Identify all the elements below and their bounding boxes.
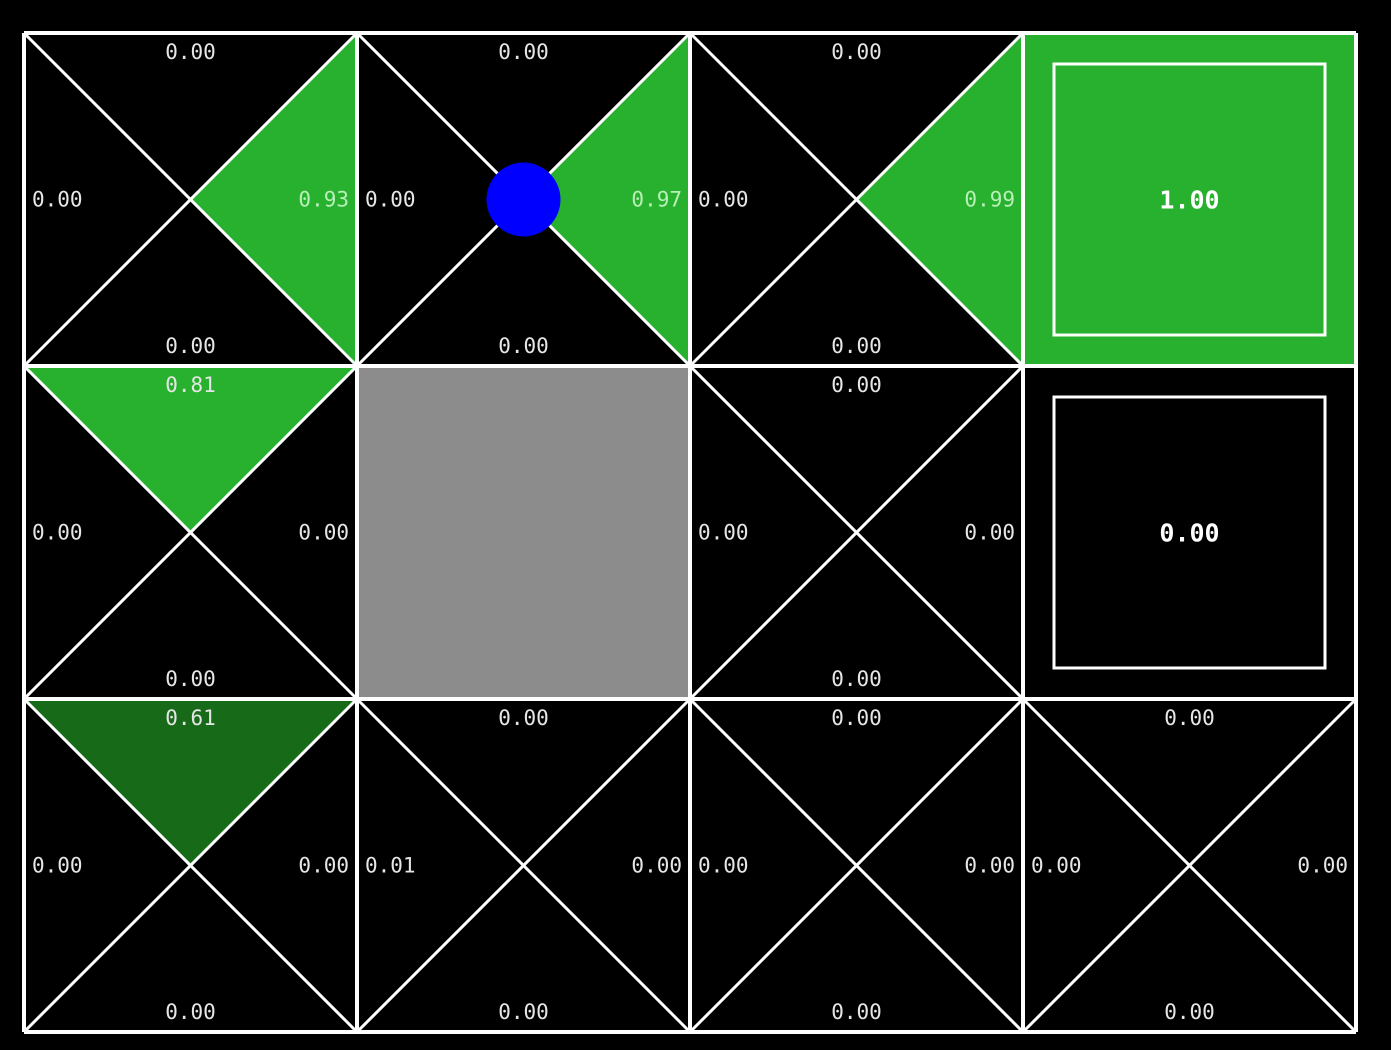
q-value-south: 0.00	[1164, 1000, 1215, 1024]
grid-cell-r2-c3: 0.00 0.00 0.00 0.00	[1021, 697, 1358, 1034]
q-value-west: 0.00	[1031, 854, 1082, 878]
terminal-background	[1023, 366, 1356, 699]
q-value-north: 0.00	[165, 40, 216, 64]
grid-cell-r1-c1	[357, 366, 690, 699]
q-value-north: 0.00	[1164, 706, 1215, 730]
terminal-inner-frame	[1052, 62, 1327, 337]
grid-cell-r2-c1: 0.00 0.00 0.00 0.01	[355, 697, 692, 1034]
terminal-value: 0.00	[1159, 519, 1219, 548]
q-value-south: 0.00	[498, 1000, 549, 1024]
q-value-north: 0.00	[498, 706, 549, 730]
cells-layer: 0.00 0.93 0.00 0.00 0.00 0.97 0.00 0.00 0.00 0.99…	[22, 31, 1358, 1034]
agent-layer	[486, 162, 561, 237]
q-value-south: 0.00	[831, 334, 882, 358]
q-value-south: 0.00	[498, 334, 549, 358]
cell-diagonal	[22, 31, 359, 368]
q-value-east: 0.00	[1297, 854, 1348, 878]
cell-diagonal	[688, 697, 1025, 1034]
q-value-west: 0.00	[365, 188, 416, 212]
q-value-east: 0.00	[298, 854, 349, 878]
grid-cell-r2-c0: 0.61 0.00 0.00 0.00	[22, 697, 359, 1034]
q-value-west: 0.00	[32, 188, 83, 212]
q-value-east: 0.97	[631, 188, 682, 212]
grid-cell-r0-c0: 0.00 0.93 0.00 0.00	[22, 31, 359, 368]
cell-diagonal	[1021, 697, 1358, 1034]
q-value-east: 0.00	[631, 854, 682, 878]
q-value-west: 0.01	[365, 854, 416, 878]
cell-diagonal	[355, 697, 692, 1034]
q-value-west: 0.00	[698, 521, 749, 545]
q-value-north: 0.81	[165, 373, 216, 397]
q-value-south: 0.00	[165, 334, 216, 358]
q-value-south: 0.00	[165, 1000, 216, 1024]
q-value-west: 0.00	[32, 521, 83, 545]
cell-diagonal	[688, 31, 1025, 368]
q-triangle-east	[856, 33, 1023, 366]
wall-block	[357, 366, 690, 699]
grid-cell-r0-c1: 0.00 0.97 0.00 0.00	[355, 31, 692, 368]
q-triangle-east	[523, 33, 690, 366]
q-value-south: 0.00	[831, 1000, 882, 1024]
q-triangle-east	[190, 33, 357, 366]
grid-cell-r0-c3: 1.00	[1023, 33, 1356, 366]
grid-lines	[22, 31, 1358, 1034]
grid-cell-r1-c3: 0.00	[1023, 366, 1356, 699]
q-value-north: 0.00	[498, 40, 549, 64]
q-value-east: 0.93	[298, 188, 349, 212]
q-value-south: 0.00	[831, 667, 882, 691]
q-value-north: 0.61	[165, 706, 216, 730]
q-value-east: 0.00	[964, 854, 1015, 878]
q-triangle-north	[24, 366, 357, 533]
q-value-west: 0.00	[32, 854, 83, 878]
cell-diagonal	[22, 697, 359, 1034]
grid-cell-r2-c2: 0.00 0.00 0.00 0.00	[688, 697, 1025, 1034]
q-value-south: 0.00	[165, 667, 216, 691]
grid-cell-r1-c0: 0.81 0.00 0.00 0.00	[22, 364, 359, 701]
agent-dot-icon	[486, 162, 561, 237]
grid-cell-r1-c2: 0.00 0.00 0.00 0.00	[688, 364, 1025, 701]
cell-diagonal	[22, 364, 359, 701]
q-triangle-north	[24, 699, 357, 866]
q-value-north: 0.00	[831, 40, 882, 64]
terminal-inner-frame	[1052, 395, 1327, 670]
q-value-west: 0.00	[698, 854, 749, 878]
q-value-east: 0.99	[964, 188, 1015, 212]
q-value-north: 0.00	[831, 706, 882, 730]
cell-diagonal	[688, 364, 1025, 701]
q-value-north: 0.00	[831, 373, 882, 397]
terminal-background	[1023, 33, 1356, 366]
grid-cell-r0-c2: 0.00 0.99 0.00 0.00	[688, 31, 1025, 368]
q-value-east: 0.00	[964, 521, 1015, 545]
q-value-east: 0.00	[298, 521, 349, 545]
terminal-value: 1.00	[1159, 186, 1219, 215]
q-value-west: 0.00	[698, 188, 749, 212]
